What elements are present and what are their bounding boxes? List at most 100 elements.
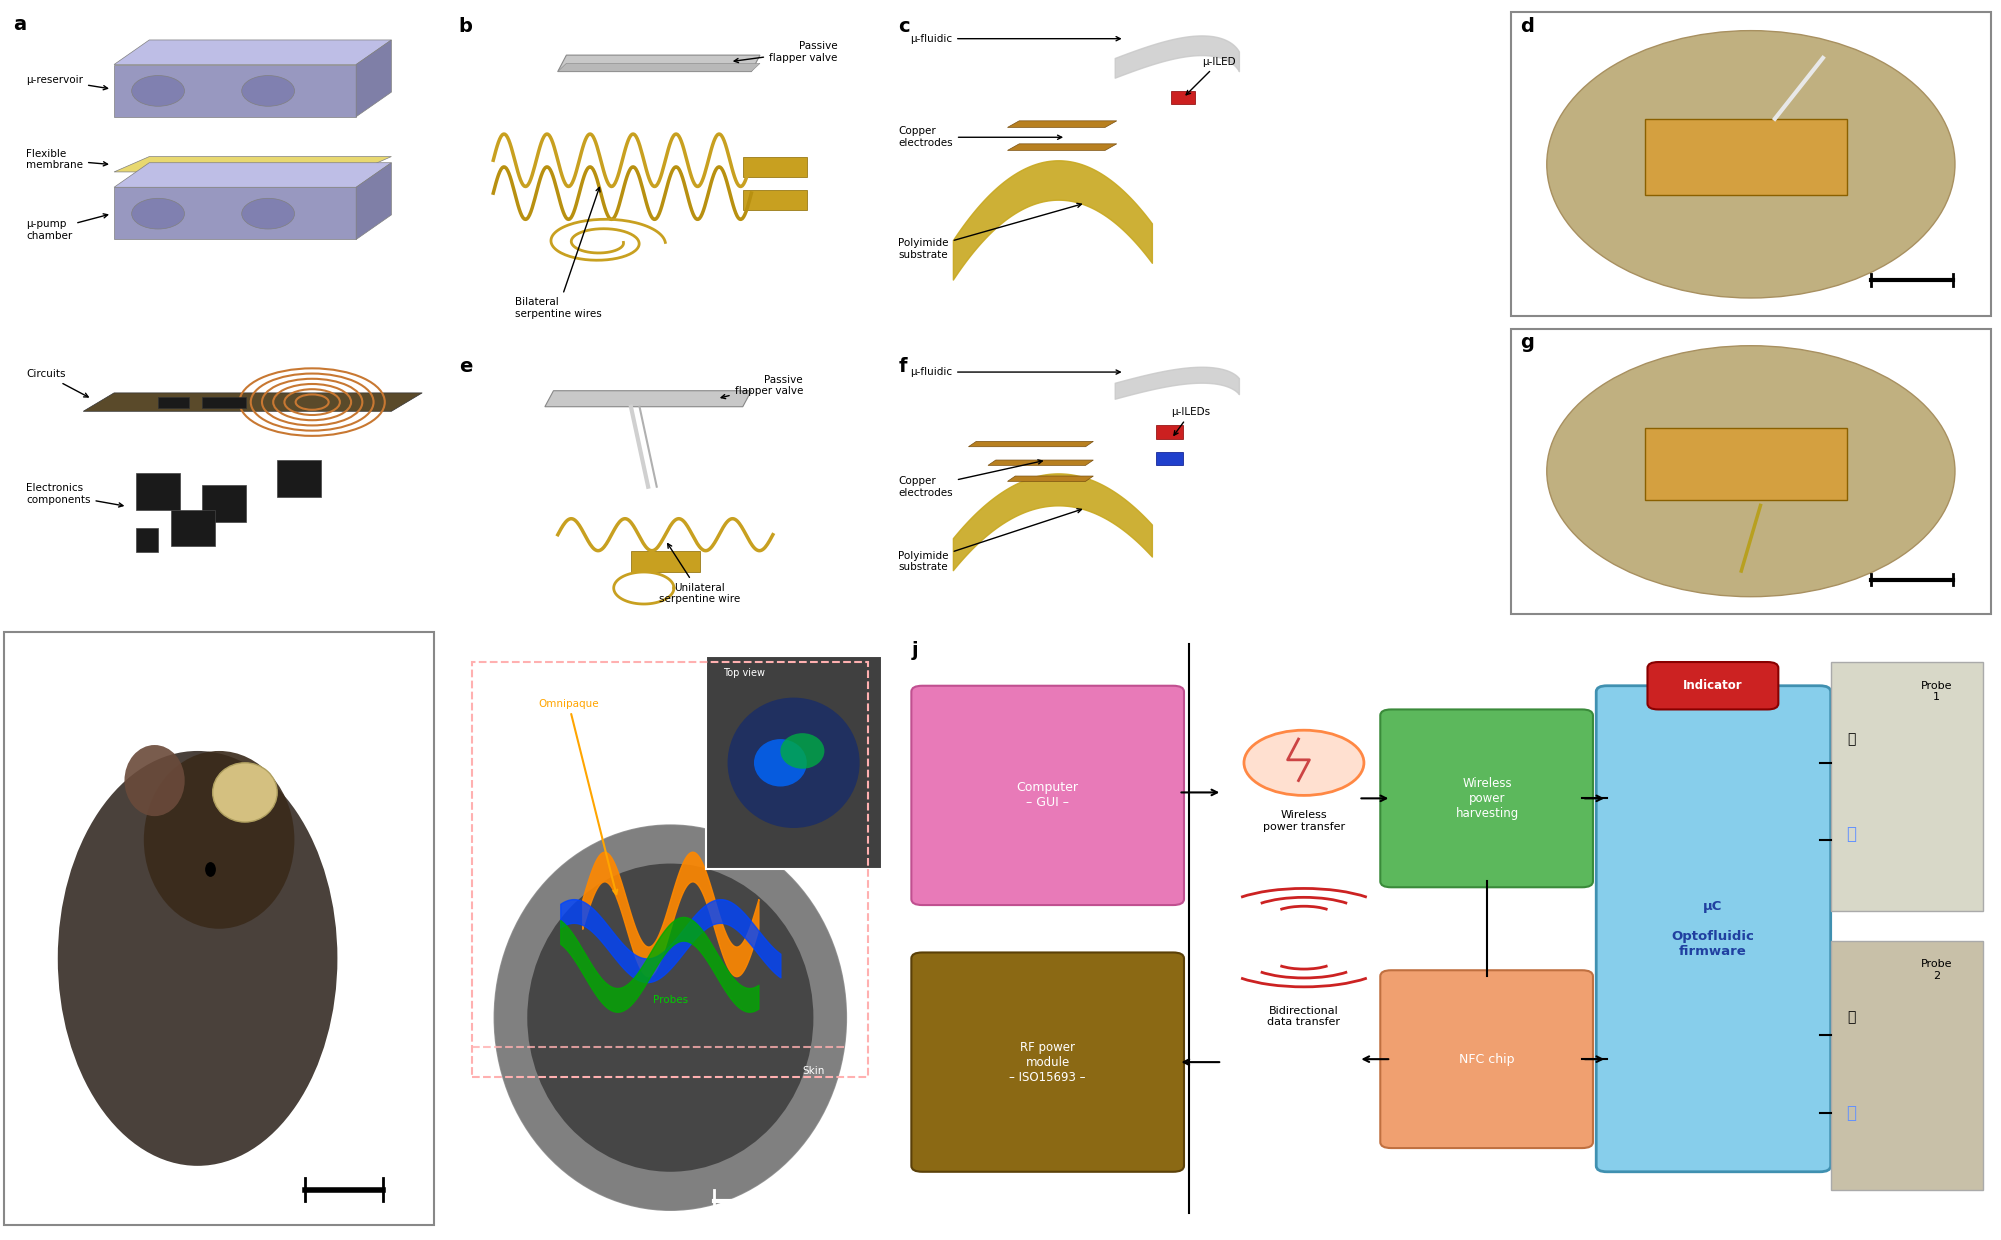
Bar [706, 656, 882, 869]
Text: Bilateral
serpentine wires: Bilateral serpentine wires [514, 187, 602, 319]
Polygon shape [988, 460, 1093, 465]
Ellipse shape [780, 733, 824, 769]
Ellipse shape [124, 745, 184, 816]
Text: Wireless
power transfer: Wireless power transfer [1263, 810, 1345, 832]
Polygon shape [114, 40, 392, 64]
Text: Circuits: Circuits [26, 370, 88, 397]
Text: Polyimide
substrate: Polyimide substrate [898, 203, 1081, 260]
Bar [742, 190, 806, 210]
Text: 💉: 💉 [1847, 1011, 1855, 1024]
Text: Wireless
power
harvesting: Wireless power harvesting [1455, 777, 1519, 820]
Polygon shape [84, 393, 422, 412]
Text: c: c [898, 17, 910, 36]
Text: Copper
electrodes: Copper electrodes [898, 126, 1063, 148]
Text: e: e [458, 357, 472, 377]
Polygon shape [356, 40, 392, 117]
Text: Bidirectional
data transfer: Bidirectional data transfer [1267, 1006, 1341, 1028]
Text: Polyimide
substrate: Polyimide substrate [898, 508, 1081, 572]
Text: 💡: 💡 [1847, 825, 1857, 843]
Text: Copper
electrodes: Copper electrodes [898, 460, 1043, 497]
Text: Skin: Skin [802, 1066, 824, 1076]
Text: a: a [12, 15, 26, 35]
Text: Electronics
components: Electronics components [26, 484, 122, 507]
Text: Passive
flapper valve: Passive flapper valve [720, 374, 802, 398]
Polygon shape [968, 441, 1093, 446]
Text: μ-pump
chamber: μ-pump chamber [26, 213, 108, 241]
Text: Probe
1: Probe 1 [1921, 681, 1953, 703]
Ellipse shape [494, 825, 846, 1210]
Polygon shape [1009, 120, 1117, 128]
Text: μ-reservoir: μ-reservoir [26, 74, 108, 89]
Text: Probes: Probes [652, 994, 688, 1004]
Text: Indicator: Indicator [1683, 680, 1743, 692]
Ellipse shape [1547, 346, 1955, 596]
Bar [1831, 941, 1983, 1189]
Text: i: i [464, 641, 470, 660]
Polygon shape [544, 391, 752, 407]
Bar [136, 528, 158, 553]
Text: 💉: 💉 [1847, 732, 1855, 746]
Text: Probe
2: Probe 2 [1921, 960, 1953, 981]
FancyBboxPatch shape [910, 952, 1185, 1172]
Ellipse shape [132, 198, 184, 229]
Text: Computer
– GUI –: Computer – GUI – [1017, 781, 1079, 810]
Bar [1157, 453, 1183, 465]
Bar [1645, 119, 1847, 195]
Bar [630, 551, 700, 572]
Text: g: g [1521, 332, 1535, 352]
Ellipse shape [132, 76, 184, 107]
Polygon shape [356, 162, 392, 239]
Circle shape [1245, 730, 1365, 795]
Ellipse shape [212, 763, 278, 822]
FancyBboxPatch shape [1647, 662, 1779, 709]
Ellipse shape [754, 739, 806, 786]
Text: 💡: 💡 [1847, 1104, 1857, 1121]
Text: b: b [458, 17, 472, 36]
Text: f: f [898, 357, 906, 377]
Ellipse shape [58, 751, 338, 1166]
Text: Unilateral
serpentine wire: Unilateral serpentine wire [658, 543, 740, 604]
Bar [158, 397, 188, 408]
Bar [472, 662, 868, 1076]
Text: Flexible
membrane: Flexible membrane [26, 149, 108, 170]
Bar [276, 460, 320, 497]
Bar [1645, 429, 1847, 500]
Bar [1831, 662, 1983, 911]
Text: μ-ILEDs: μ-ILEDs [1171, 407, 1211, 435]
Ellipse shape [242, 76, 294, 107]
Bar [1157, 425, 1183, 439]
FancyBboxPatch shape [1381, 709, 1593, 888]
Ellipse shape [242, 198, 294, 229]
Polygon shape [1009, 476, 1093, 481]
Text: Passive
flapper valve: Passive flapper valve [734, 41, 836, 63]
FancyBboxPatch shape [910, 686, 1185, 905]
Bar [1171, 92, 1195, 104]
Text: μ-fluidic: μ-fluidic [910, 33, 1121, 43]
FancyBboxPatch shape [1597, 686, 1831, 1172]
Ellipse shape [528, 863, 814, 1172]
Polygon shape [114, 156, 392, 172]
Polygon shape [114, 187, 356, 239]
Bar [202, 485, 246, 522]
Polygon shape [558, 63, 760, 72]
Text: μ-fluidic: μ-fluidic [910, 367, 1121, 377]
Text: μ-ILED: μ-ILED [1187, 57, 1237, 94]
Text: h: h [12, 641, 26, 660]
Text: Top view: Top view [722, 668, 764, 678]
Ellipse shape [206, 862, 216, 877]
Text: d: d [1521, 17, 1535, 36]
Bar [136, 472, 180, 510]
Ellipse shape [728, 698, 860, 828]
Text: Omnipaque: Omnipaque [538, 698, 616, 894]
Text: RF power
module
– ISO15693 –: RF power module – ISO15693 – [1009, 1040, 1087, 1084]
Text: NFC chip: NFC chip [1459, 1053, 1515, 1065]
Ellipse shape [144, 751, 294, 929]
Polygon shape [558, 55, 760, 72]
Bar [742, 157, 806, 177]
Polygon shape [1009, 144, 1117, 150]
Polygon shape [114, 64, 356, 117]
Bar [202, 397, 246, 408]
Ellipse shape [1547, 31, 1955, 298]
Text: μC

Optofluidic
firmware: μC Optofluidic firmware [1671, 900, 1755, 957]
Bar [172, 510, 216, 547]
